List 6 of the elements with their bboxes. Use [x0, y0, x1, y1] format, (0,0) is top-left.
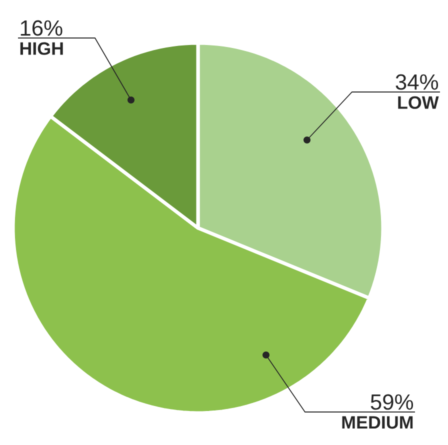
slice-label: MEDIUM [342, 416, 413, 429]
slice-label: LOW [398, 96, 439, 109]
data-label: 34% [396, 74, 438, 90]
data-label: 16% [20, 20, 62, 36]
data-label: 59% [370, 394, 414, 410]
slice-label: HIGH [20, 42, 63, 55]
